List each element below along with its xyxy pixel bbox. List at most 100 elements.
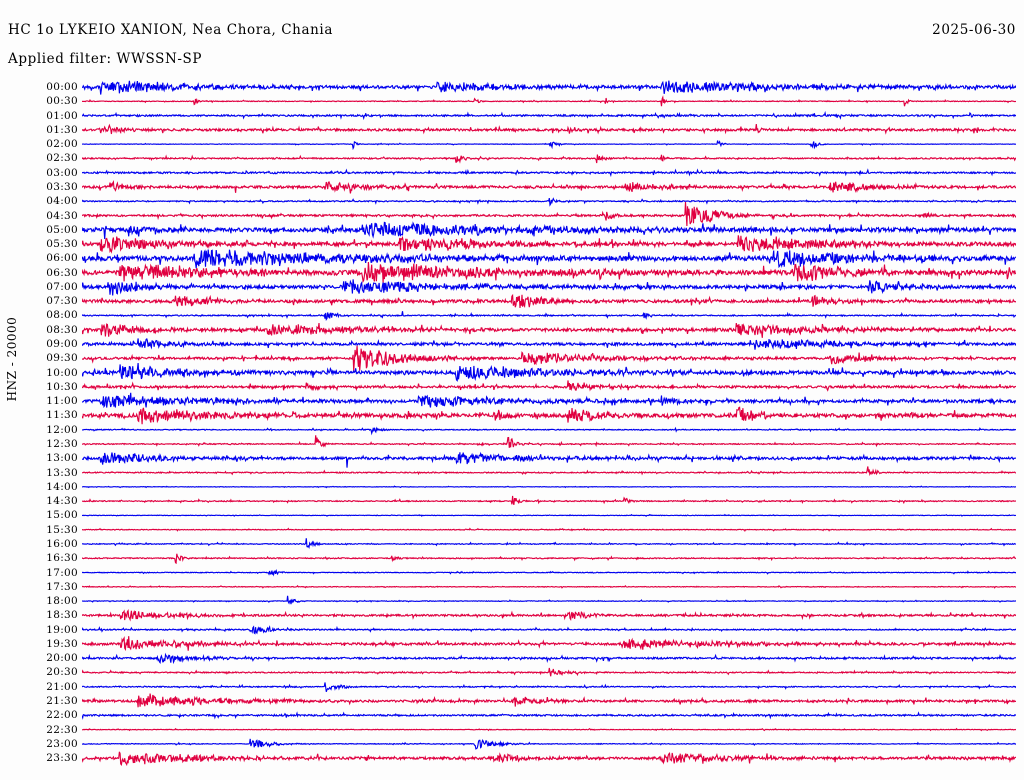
trace-line — [82, 451, 1016, 468]
time-label-1830: 18:30 — [46, 609, 78, 622]
time-label-0100: 01:00 — [46, 109, 78, 122]
time-label-1530: 15:30 — [46, 523, 78, 536]
time-label-1930: 19:30 — [46, 637, 78, 650]
trace-line — [82, 435, 1016, 448]
trace-line — [82, 380, 1016, 392]
time-label-0500: 05:00 — [46, 223, 78, 236]
time-label-1600: 16:00 — [46, 537, 78, 550]
time-label-1200: 12:00 — [46, 423, 78, 436]
time-label-1500: 15:00 — [46, 509, 78, 522]
trace-line — [82, 636, 1016, 652]
trace-line — [82, 168, 1016, 178]
trace-line — [82, 179, 1016, 194]
time-label-1630: 16:30 — [46, 552, 78, 565]
time-label-1430: 14:30 — [46, 495, 78, 508]
trace-line — [82, 80, 1016, 95]
trace-line — [82, 262, 1016, 283]
trace-line — [82, 249, 1016, 269]
time-label-0730: 07:30 — [46, 295, 78, 308]
time-label-1700: 17:00 — [46, 566, 78, 579]
trace-line — [82, 322, 1016, 338]
trace-line — [82, 311, 1016, 321]
time-label-2100: 21:00 — [46, 680, 78, 693]
trace-line — [82, 201, 1016, 226]
trace-line — [82, 693, 1016, 708]
time-label-2130: 21:30 — [46, 695, 78, 708]
time-label-0930: 09:30 — [46, 352, 78, 365]
trace-line — [82, 595, 1016, 605]
trace-line — [82, 513, 1016, 517]
time-label-2300: 23:00 — [46, 737, 78, 750]
trace-line — [82, 337, 1016, 350]
trace-line — [82, 538, 1016, 549]
trace-line — [82, 466, 1016, 477]
trace-line — [82, 392, 1016, 409]
time-label-2030: 20:30 — [46, 666, 78, 679]
time-label-0530: 05:30 — [46, 238, 78, 251]
time-label-0400: 04:00 — [46, 195, 78, 208]
time-label-0200: 02:00 — [46, 138, 78, 151]
time-label-2330: 23:30 — [46, 752, 78, 765]
time-label-0430: 04:30 — [46, 209, 78, 222]
trace-line — [82, 426, 1016, 436]
record-date: 2025-06-30 — [932, 22, 1016, 38]
trace-line — [82, 221, 1016, 240]
time-label-0800: 08:00 — [46, 309, 78, 322]
trace-line — [82, 485, 1016, 489]
time-label-0230: 02:30 — [46, 152, 78, 165]
trace-line — [82, 293, 1016, 308]
trace-line — [82, 110, 1016, 121]
trace-line — [82, 235, 1016, 254]
traces-area: 00:00 00:30 01:00 01:30 02:00 02:30 03:00 03:30… — [0, 80, 1024, 770]
time-label-1400: 14:00 — [46, 480, 78, 493]
time-label-2000: 20:00 — [46, 652, 78, 665]
time-label-1900: 19:00 — [46, 623, 78, 636]
trace-line — [82, 123, 1016, 135]
time-label-0900: 09:00 — [46, 338, 78, 351]
trace-line — [82, 197, 1016, 207]
trace-line — [82, 140, 1016, 151]
trace-line — [82, 345, 1016, 371]
time-label-0830: 08:30 — [46, 323, 78, 336]
time-label-1300: 13:00 — [46, 452, 78, 465]
time-label-1330: 13:30 — [46, 466, 78, 479]
trace-line — [82, 682, 1016, 693]
time-label-1800: 18:00 — [46, 595, 78, 608]
time-label-1000: 10:00 — [46, 366, 78, 379]
time-label-0330: 03:30 — [46, 180, 78, 193]
time-label-0600: 06:00 — [46, 252, 78, 265]
time-label-1130: 11:30 — [46, 409, 78, 422]
trace-line — [82, 667, 1016, 677]
seismogram-traces — [82, 80, 1016, 767]
time-label-0000: 00:00 — [46, 81, 78, 93]
trace-line — [82, 553, 1016, 565]
trace-line — [82, 362, 1016, 382]
time-label-1030: 10:30 — [46, 380, 78, 393]
applied-filter-label: Applied filter: WWSSN-SP — [8, 51, 203, 67]
trace-line — [82, 527, 1016, 532]
trace-line — [82, 711, 1016, 720]
trace-line — [82, 608, 1016, 622]
time-label-2230: 22:30 — [46, 723, 78, 736]
trace-line — [82, 625, 1016, 635]
time-label-0630: 06:30 — [46, 266, 78, 279]
trace-line — [82, 568, 1016, 577]
time-label-0700: 07:00 — [46, 280, 78, 293]
time-label-1730: 17:30 — [46, 580, 78, 593]
trace-line — [82, 495, 1016, 505]
trace-line — [82, 727, 1016, 732]
time-label-0030: 00:30 — [46, 95, 78, 108]
trace-line — [82, 95, 1016, 107]
time-label-2200: 22:00 — [46, 709, 78, 722]
trace-line — [82, 584, 1016, 589]
trace-line — [82, 406, 1016, 425]
time-label-0130: 01:30 — [46, 123, 78, 136]
trace-line — [82, 652, 1016, 665]
time-label-1100: 11:00 — [46, 395, 78, 408]
trace-line — [82, 751, 1016, 767]
trace-line — [82, 738, 1016, 750]
trace-line — [82, 154, 1016, 164]
time-label-0300: 03:00 — [46, 166, 78, 179]
page-title: HC 1o LYKEIO XANION, Nea Chora, Chania — [8, 22, 333, 38]
